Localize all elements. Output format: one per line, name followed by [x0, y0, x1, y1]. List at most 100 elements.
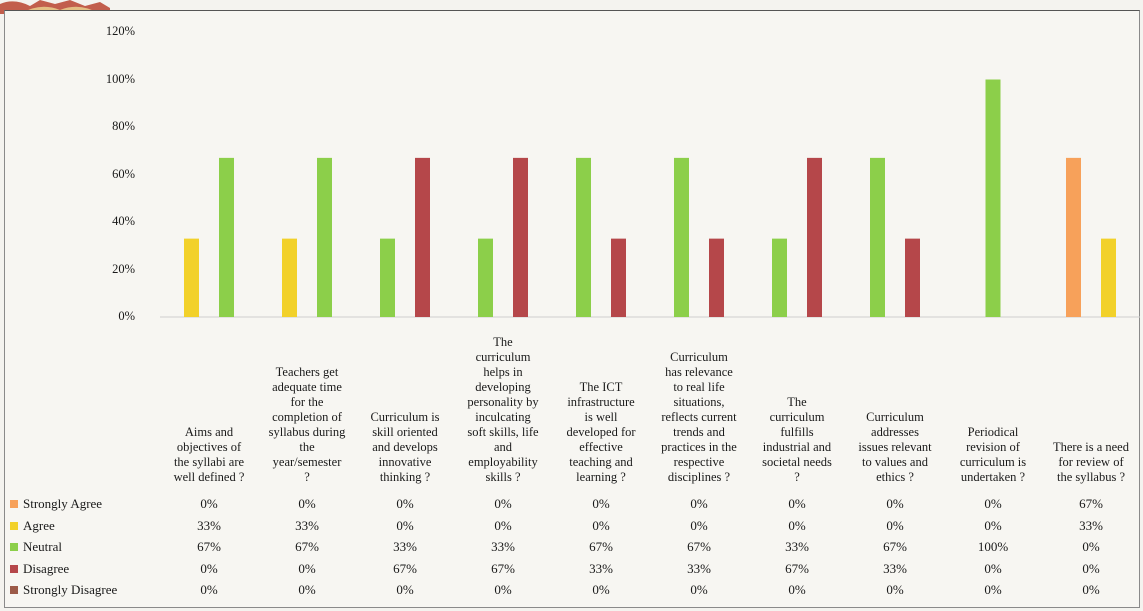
- category-label-line: infrastructure: [567, 395, 635, 409]
- category-label-line: soft skills, life: [467, 425, 539, 439]
- category-label-line: thinking ?: [379, 470, 431, 484]
- data-table-cell: 0%: [886, 496, 904, 511]
- category-label: The curriculum helps in developing personali…: [452, 335, 554, 485]
- category-label-line: The: [787, 395, 807, 409]
- y-tick-label: 80%: [112, 119, 135, 133]
- category-label-line: syllabus during: [268, 425, 346, 439]
- data-table-cell: 67%: [295, 539, 319, 554]
- category-label-line: societal needs: [762, 455, 832, 469]
- category-label-line: well defined ?: [173, 470, 245, 484]
- category-label-line: developed for: [566, 425, 636, 439]
- bar-neutral: [772, 238, 787, 317]
- category-label-line: teaching and: [569, 455, 633, 469]
- legend-swatch: [10, 543, 18, 551]
- legend-swatch: [10, 521, 18, 530]
- y-tick-label: 0%: [118, 309, 135, 323]
- category-label-line: effective: [579, 440, 623, 454]
- category-label: The ICT infrastructure is well developed fo…: [550, 380, 652, 485]
- data-table-cell: 0%: [788, 517, 806, 533]
- category-label-line: objectives of: [176, 440, 242, 454]
- data-table-cell: 0%: [592, 582, 610, 597]
- legend-label: Disagree: [23, 560, 70, 576]
- data-table-cell: 0%: [1082, 560, 1100, 576]
- legend-swatch: [10, 586, 18, 594]
- bar-disagree: [905, 238, 920, 317]
- bar-disagree: [611, 238, 626, 317]
- category-label-line: ?: [304, 470, 310, 484]
- category-label-line: The ICT: [579, 380, 623, 394]
- data-table-cell: 0%: [690, 517, 708, 533]
- legend-item: Disagree: [10, 561, 69, 577]
- category-label-line: industrial and: [762, 440, 832, 454]
- bar-disagree: [415, 157, 430, 317]
- bar-agree: [1101, 238, 1116, 317]
- y-tick-label: 60%: [112, 166, 135, 181]
- data-table-cell: 33%: [1079, 517, 1103, 533]
- category-label-line: Teachers get: [275, 365, 339, 379]
- data-table-cell: 0%: [494, 517, 512, 533]
- data-table-cell: 0%: [984, 560, 1002, 576]
- category-label: Aims and objectives of the syllabi are well…: [158, 425, 260, 485]
- category-label-line: revision of: [966, 440, 1020, 454]
- data-table-cell: 0%: [494, 582, 512, 597]
- data-table-cell: 0%: [690, 582, 708, 597]
- category-label-line: curriculum is: [959, 455, 1027, 469]
- legend-swatch: [10, 500, 18, 508]
- data-table-cell: 0%: [690, 496, 708, 511]
- category-label-line: personality by: [467, 395, 539, 409]
- data-table-cell: 67%: [687, 539, 711, 554]
- category-label-line: ethics ?: [876, 470, 914, 484]
- category-label-line: is well: [584, 410, 618, 424]
- data-table-cell: 67%: [785, 560, 809, 576]
- category-label: The curriculum fulfills industrial and socie…: [746, 395, 848, 485]
- data-table-cell: 33%: [589, 560, 613, 576]
- data-table-cell: 0%: [592, 496, 610, 511]
- bar-disagree: [513, 157, 528, 317]
- category-label-line: learning ?: [576, 470, 626, 484]
- data-table-cell: 0%: [984, 517, 1002, 533]
- category-label-line: Curriculum: [670, 350, 728, 364]
- category-label-line: innovative: [378, 455, 432, 469]
- category-label-line: to real life: [673, 380, 725, 394]
- bar-neutral: [219, 157, 234, 317]
- category-label-line: practices in the: [661, 440, 737, 454]
- data-table-cell: 67%: [883, 539, 907, 554]
- category-label-line: ?: [794, 470, 800, 484]
- category-label-line: developing: [475, 380, 531, 394]
- data-table-cell: 67%: [393, 560, 417, 576]
- data-table-cell: 33%: [393, 539, 417, 554]
- data-table-cell: 33%: [687, 560, 711, 576]
- data-table-cell: 0%: [200, 496, 218, 511]
- category-label: Curriculum addresses issues relevant to val…: [844, 410, 946, 485]
- bar-neutral: [576, 157, 591, 317]
- data-table-cell: 33%: [491, 539, 515, 554]
- data-table-cell: 67%: [197, 539, 221, 554]
- category-label-line: curriculum: [769, 410, 825, 424]
- category-label-line: skills ?: [485, 470, 521, 484]
- data-table-cell: 67%: [491, 560, 515, 576]
- category-label-line: and: [493, 440, 513, 454]
- category-label-line: skill oriented: [372, 425, 438, 439]
- bar-neutral: [985, 79, 1001, 317]
- data-table-cell: 0%: [298, 582, 316, 597]
- legend-item: Strongly Agree: [10, 496, 102, 512]
- bar-neutral: [317, 157, 332, 317]
- bar-disagree: [807, 157, 822, 317]
- data-table-cell: 0%: [200, 582, 218, 597]
- category-label-line: The: [493, 335, 513, 349]
- category-label-line: year/semester: [272, 455, 342, 469]
- y-tick-label: 120%: [105, 24, 135, 38]
- category-label-line: fulfills: [780, 425, 814, 439]
- data-table-cell: 0%: [298, 496, 316, 511]
- data-table-cell: 0%: [396, 517, 414, 533]
- category-label: Curriculum has relevance to real life situa…: [648, 350, 750, 485]
- y-tick-label: 40%: [112, 214, 135, 228]
- category-label-line: and develops: [372, 440, 438, 454]
- category-label-line: to values and: [862, 455, 928, 469]
- bar-agree: [282, 238, 297, 317]
- bar-neutral: [380, 238, 395, 317]
- category-label-line: Curriculum: [866, 410, 924, 424]
- data-table-cell: 67%: [589, 539, 613, 554]
- data-table-cell: 0%: [298, 560, 316, 576]
- data-table-cell: 33%: [197, 517, 221, 533]
